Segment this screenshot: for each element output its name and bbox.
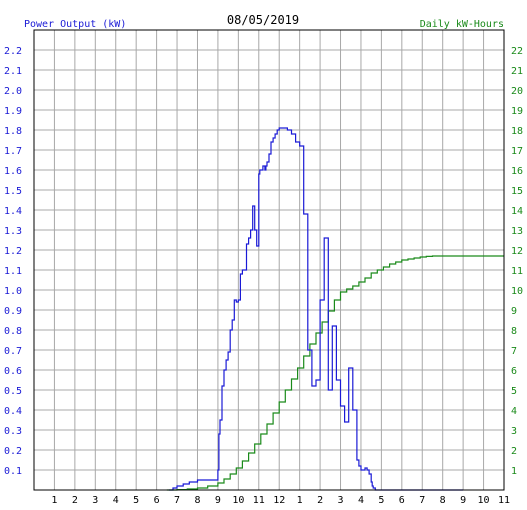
left-axis-ticks: 0.1 0.2 0.3 0.4 0.5 0.6 0.7 0.8 0.9 1.0 1.1 1.2 1.3 1… xyxy=(4,46,22,477)
left-tick-label: 1.4 xyxy=(4,206,22,217)
x-tick-label: 6 xyxy=(154,495,160,506)
left-tick-label: 1.0 xyxy=(4,286,22,297)
right-tick-label: 6 xyxy=(511,366,517,377)
chart-title: 08/05/2019 xyxy=(227,13,299,27)
plot-frame xyxy=(33,29,505,491)
daily-kwh-series xyxy=(166,255,504,491)
right-tick-label: 20 xyxy=(511,86,523,97)
left-tick-label: 1.2 xyxy=(4,246,22,257)
left-tick-label: 2.2 xyxy=(4,46,22,57)
right-tick-label: 2 xyxy=(511,446,517,457)
x-tick-label: 10 xyxy=(232,495,244,506)
x-tick-label: 11 xyxy=(498,495,510,506)
x-tick-label: 9 xyxy=(215,495,221,506)
left-tick-label: 0.7 xyxy=(4,346,22,357)
daily-kwh-line xyxy=(166,255,504,491)
x-tick-label: 2 xyxy=(317,495,323,506)
left-axis-label: Power Output (kW) xyxy=(24,19,126,30)
right-tick-label: 1 xyxy=(511,466,517,477)
left-tick-label: 0.2 xyxy=(4,446,22,457)
x-tick-label: 8 xyxy=(194,495,200,506)
x-tick-label: 7 xyxy=(419,495,425,506)
left-tick-label: 1.7 xyxy=(4,146,22,157)
x-tick-label: 8 xyxy=(440,495,446,506)
x-tick-label: 1 xyxy=(297,495,303,506)
x-tick-label: 1 xyxy=(51,495,57,506)
x-tick-label: 2 xyxy=(72,495,78,506)
x-tick-label: 5 xyxy=(378,495,384,506)
left-tick-label: 1.9 xyxy=(4,106,22,117)
right-tick-label: 21 xyxy=(511,66,523,77)
x-tick-label: 7 xyxy=(174,495,180,506)
x-tick-label: 4 xyxy=(358,495,364,506)
left-tick-label: 0.5 xyxy=(4,386,22,397)
x-tick-label: 3 xyxy=(92,495,98,506)
gridlines xyxy=(34,30,504,490)
right-tick-label: 4 xyxy=(511,406,517,417)
left-tick-label: 1.5 xyxy=(4,186,22,197)
left-tick-label: 1.1 xyxy=(4,266,22,277)
x-tick-label: 11 xyxy=(253,495,265,506)
left-tick-label: 1.6 xyxy=(4,166,22,177)
right-tick-label: 17 xyxy=(511,146,523,157)
left-tick-label: 0.8 xyxy=(4,326,22,337)
right-tick-label: 22 xyxy=(511,46,523,57)
x-axis-ticks: 1 2 3 4 5 6 7 8 9 10 11 12 1 2 3 4 5 6 7 8 9 10 11 xyxy=(51,495,510,506)
right-tick-label: 13 xyxy=(511,226,523,237)
left-tick-label: 1.3 xyxy=(4,226,22,237)
power-output-line xyxy=(168,127,464,491)
right-tick-label: 14 xyxy=(511,206,523,217)
right-tick-label: 5 xyxy=(511,386,517,397)
right-tick-label: 16 xyxy=(511,166,523,177)
left-tick-label: 0.3 xyxy=(4,426,22,437)
power-output-series xyxy=(168,127,464,491)
left-tick-label: 0.6 xyxy=(4,366,22,377)
right-tick-label: 15 xyxy=(511,186,523,197)
x-tick-label: 4 xyxy=(113,495,119,506)
right-tick-label: 19 xyxy=(511,106,523,117)
right-tick-label: 12 xyxy=(511,246,523,257)
right-axis-label: Daily kW-Hours xyxy=(420,19,504,30)
left-tick-label: 2.0 xyxy=(4,86,22,97)
left-tick-label: 2.1 xyxy=(4,66,22,77)
x-tick-label: 6 xyxy=(399,495,405,506)
right-tick-label: 10 xyxy=(511,286,523,297)
right-tick-label: 3 xyxy=(511,426,517,437)
left-tick-label: 0.4 xyxy=(4,406,22,417)
left-tick-label: 0.1 xyxy=(4,466,22,477)
left-tick-label: 0.9 xyxy=(4,306,22,317)
x-tick-label: 5 xyxy=(133,495,139,506)
x-tick-label: 9 xyxy=(460,495,466,506)
x-tick-label: 3 xyxy=(338,495,344,506)
left-tick-label: 1.8 xyxy=(4,126,22,137)
right-tick-label: 9 xyxy=(511,306,517,317)
right-tick-label: 8 xyxy=(511,326,517,337)
right-tick-label: 18 xyxy=(511,126,523,137)
right-tick-label: 7 xyxy=(511,346,517,357)
x-tick-label: 12 xyxy=(273,495,285,506)
right-tick-label: 11 xyxy=(511,266,523,277)
x-tick-label: 10 xyxy=(478,495,490,506)
